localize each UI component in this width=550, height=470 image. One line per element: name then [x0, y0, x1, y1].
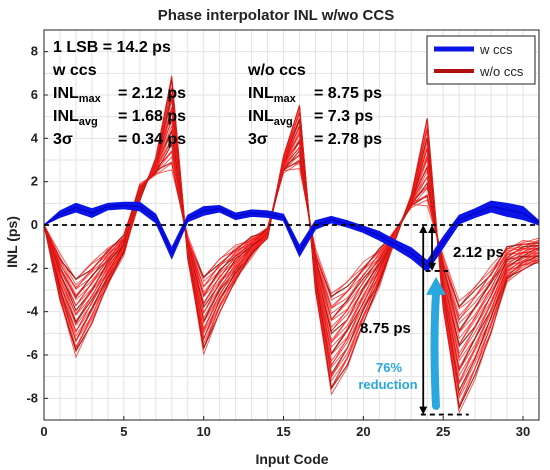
wo-inl-max-value: = 8.75 ps [314, 85, 382, 102]
x-tick-label: 5 [120, 424, 127, 439]
reduction-arrow-head [426, 276, 447, 295]
legend-box [426, 35, 536, 85]
annotations: 2.12 ps 8.75 ps 76% reduction [358, 244, 503, 392]
y-tick-label: 6 [31, 87, 38, 102]
y-tick-label: 4 [31, 130, 39, 145]
wo-value-annotation: 8.75 ps [360, 320, 411, 337]
x-tick-label: 30 [516, 424, 530, 439]
wo-inl-max-label: INLmax [248, 85, 297, 105]
x-tick-label: 20 [356, 424, 370, 439]
x-tick-label: 10 [196, 424, 210, 439]
x-tick-label: 0 [40, 424, 47, 439]
y-tick-label: 2 [31, 174, 38, 189]
reduction-arrow-shaft [430, 288, 441, 410]
y-axis-label: INL (ps) [4, 216, 20, 268]
w-sigma-value: = 0.34 ps [118, 131, 186, 148]
wo-ccs-arrow-head-bottom [419, 406, 428, 415]
series-without-ccs [43, 75, 540, 415]
legend-label-w-ccs: w ccs [479, 42, 513, 57]
w-inl-avg-label: INLavg [53, 108, 98, 128]
tick-labels: 0 5 10 15 20 25 30 -8 -6 -4 -2 0 2 4 6 8 [26, 44, 530, 439]
wo-inl-avg-label: INLavg [248, 108, 293, 128]
wo-ccs-heading: w/o ccs [247, 62, 306, 79]
legend-label-wo-ccs: w/o ccs [479, 64, 524, 79]
w-inl-avg-value: = 1.68 ps [118, 108, 186, 125]
wo-sigma-label: 3σ [248, 131, 268, 148]
x-axis-label: Input Code [255, 451, 328, 467]
lsb-text: 1 LSB = 14.2 ps [53, 39, 171, 56]
series-line-w-ccs [43, 204, 540, 268]
w-inl-max-value: = 2.12 ps [118, 85, 186, 102]
x-tick-label: 25 [436, 424, 450, 439]
wo-ccs-arrow-head-top [419, 225, 428, 233]
y-tick-label: -4 [26, 304, 38, 319]
reference-lines [44, 224, 539, 416]
reduction-percent: 76% [376, 360, 402, 375]
y-tick-label: -6 [26, 347, 38, 362]
w-ccs-heading: w ccs [52, 62, 97, 79]
plot-frame [43, 29, 540, 421]
y-tick-label: -8 [26, 390, 38, 405]
wo-inl-avg-value: = 7.3 ps [314, 108, 373, 125]
w-sigma-label: 3σ [53, 131, 73, 148]
wo-sigma-value: = 2.78 ps [314, 131, 382, 148]
x-tick-label: 15 [276, 424, 290, 439]
w-value-annotation: 2.12 ps [453, 244, 504, 261]
legend: w ccs w/o ccs [426, 35, 536, 85]
chart-title: Phase interpolator INL w/wo CCS [158, 7, 394, 24]
stats-block: 1 LSB = 14.2 ps w ccs INLmax = 2.12 ps I… [52, 39, 382, 148]
w-ccs-arrow-head-bottom [428, 262, 437, 271]
w-ccs-arrow-head-top [428, 225, 437, 233]
w-inl-max-label: INLmax [53, 85, 102, 105]
series-line-wo-ccs [43, 75, 540, 415]
y-tick-label: 0 [31, 217, 38, 232]
y-tick-label: -2 [26, 260, 38, 275]
reduction-word: reduction [358, 377, 417, 392]
y-tick-label: 8 [31, 44, 38, 59]
